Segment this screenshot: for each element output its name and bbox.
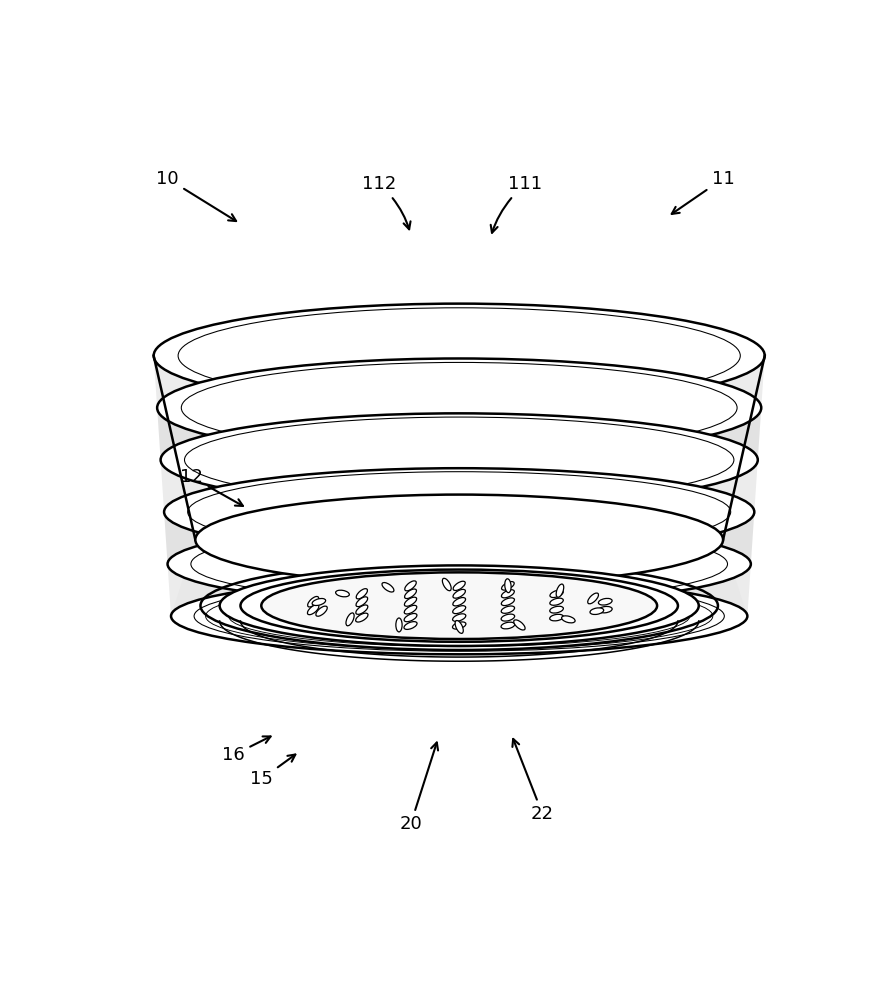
Ellipse shape xyxy=(590,608,604,614)
Ellipse shape xyxy=(504,579,511,593)
Ellipse shape xyxy=(452,598,466,606)
Ellipse shape xyxy=(164,468,754,556)
Ellipse shape xyxy=(346,613,354,626)
Ellipse shape xyxy=(336,590,349,597)
Ellipse shape xyxy=(452,614,466,621)
Ellipse shape xyxy=(556,584,564,597)
Ellipse shape xyxy=(404,605,417,614)
Polygon shape xyxy=(171,540,747,616)
Text: 22: 22 xyxy=(513,739,554,823)
Ellipse shape xyxy=(157,358,762,457)
Ellipse shape xyxy=(549,614,564,621)
Text: 16: 16 xyxy=(222,736,271,764)
Ellipse shape xyxy=(307,596,319,607)
Ellipse shape xyxy=(220,565,699,646)
Polygon shape xyxy=(154,304,765,457)
Ellipse shape xyxy=(171,578,747,654)
Ellipse shape xyxy=(357,589,367,599)
Ellipse shape xyxy=(562,616,575,623)
Ellipse shape xyxy=(356,597,367,607)
Ellipse shape xyxy=(312,598,325,606)
Ellipse shape xyxy=(588,593,599,604)
Ellipse shape xyxy=(356,613,368,622)
Ellipse shape xyxy=(501,622,514,629)
Ellipse shape xyxy=(168,523,751,605)
Ellipse shape xyxy=(550,590,564,598)
Ellipse shape xyxy=(599,598,612,605)
Ellipse shape xyxy=(240,570,678,642)
Ellipse shape xyxy=(452,622,466,629)
Ellipse shape xyxy=(356,605,368,614)
Ellipse shape xyxy=(307,605,319,615)
Ellipse shape xyxy=(195,495,723,585)
Ellipse shape xyxy=(160,413,758,506)
Ellipse shape xyxy=(501,614,514,621)
Ellipse shape xyxy=(405,581,417,591)
Ellipse shape xyxy=(443,578,452,591)
Polygon shape xyxy=(160,413,758,556)
Text: 15: 15 xyxy=(250,755,296,788)
Ellipse shape xyxy=(599,606,612,613)
Text: 20: 20 xyxy=(400,742,438,833)
Text: 10: 10 xyxy=(156,170,237,221)
Ellipse shape xyxy=(316,606,327,616)
Ellipse shape xyxy=(154,304,765,408)
Polygon shape xyxy=(157,358,762,506)
Ellipse shape xyxy=(550,598,564,605)
Ellipse shape xyxy=(404,597,417,606)
Text: 11: 11 xyxy=(672,170,735,214)
Text: 112: 112 xyxy=(362,175,410,229)
Ellipse shape xyxy=(262,572,657,639)
Polygon shape xyxy=(168,523,751,654)
Ellipse shape xyxy=(501,606,514,613)
Ellipse shape xyxy=(382,583,394,592)
Polygon shape xyxy=(154,304,765,585)
Ellipse shape xyxy=(455,621,463,633)
Ellipse shape xyxy=(502,598,514,606)
Ellipse shape xyxy=(453,589,465,598)
Ellipse shape xyxy=(452,606,466,614)
Text: 12: 12 xyxy=(180,468,243,506)
Ellipse shape xyxy=(404,613,417,622)
Ellipse shape xyxy=(404,622,417,629)
Ellipse shape xyxy=(513,620,525,630)
Polygon shape xyxy=(164,468,754,605)
Ellipse shape xyxy=(453,581,465,590)
Ellipse shape xyxy=(502,582,514,590)
Ellipse shape xyxy=(550,606,564,613)
Ellipse shape xyxy=(396,618,402,632)
Ellipse shape xyxy=(405,589,417,599)
Ellipse shape xyxy=(502,590,514,598)
Text: 111: 111 xyxy=(491,175,542,233)
